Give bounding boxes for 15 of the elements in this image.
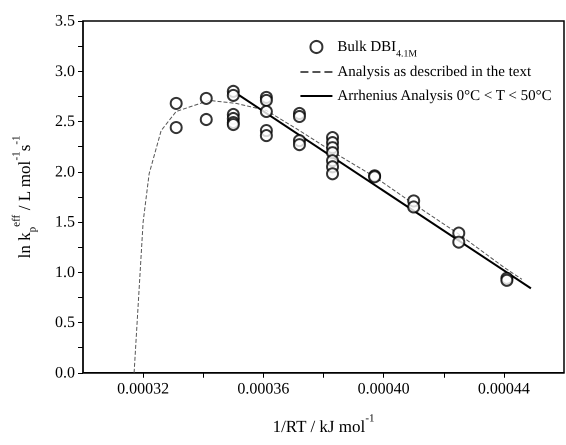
legend-label: Arrhenius Analysis 0°C < T < 50°C xyxy=(337,88,552,104)
y-tick-label: 3.0 xyxy=(55,62,75,80)
y-tick-label: 1.0 xyxy=(55,264,75,281)
y-tick-label: 3.5 xyxy=(55,12,75,30)
y-tick-label: 2.5 xyxy=(55,113,75,130)
legend-label: Analysis as described in the text xyxy=(337,64,532,80)
x-tick-label: 0.00044 xyxy=(478,380,530,398)
y-tick-label: 0.0 xyxy=(55,364,75,382)
y-axis-title: ln kpeff / L mol-1s-1 xyxy=(10,135,38,258)
x-tick-label: 0.00036 xyxy=(237,380,290,398)
x-tick-label: 0.00040 xyxy=(358,380,410,398)
y-tick-label: 1.5 xyxy=(55,214,75,231)
x-tick-label: 0.00032 xyxy=(117,380,170,398)
y-tick-label: 0.5 xyxy=(55,314,75,332)
y-tick-label: 2.0 xyxy=(55,163,75,180)
